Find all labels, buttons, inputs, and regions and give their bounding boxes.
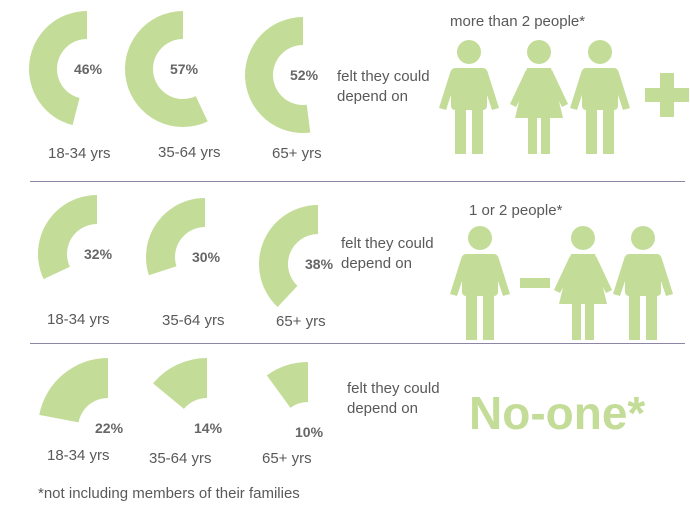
donut-segment-row2-1 — [37, 195, 97, 280]
age-label-row1-18-34: 18-34 yrs — [48, 145, 111, 162]
donut-segment-row3-3 — [266, 362, 308, 408]
man-icon — [439, 40, 499, 154]
pct-label-row1-2: 57% — [170, 61, 199, 77]
age-label-row1-35-64: 35-64 yrs — [158, 144, 221, 161]
woman-icon — [510, 40, 568, 154]
depend-text-row2: felt they could depend on — [341, 235, 434, 272]
man-icon — [450, 226, 510, 340]
pct-label-row1-1: 46% — [74, 61, 103, 77]
donut-segment-row3-2 — [153, 358, 207, 409]
donut-segment-row3-1 — [39, 358, 108, 423]
depend-text-row1: felt they could depend on — [337, 68, 430, 105]
pct-label-row3-3: 10% — [295, 424, 324, 440]
age-label-row3-65plus: 65+ yrs — [262, 450, 312, 467]
donut-segment-row1-1 — [28, 11, 88, 126]
pct-label-row1-3: 52% — [290, 67, 319, 83]
group-title-1-or-2: 1 or 2 people* — [469, 202, 563, 219]
donut-segment-row1-2 — [125, 11, 208, 127]
donut-segment-row2-2 — [145, 198, 205, 276]
row-divider-1 — [30, 181, 685, 182]
age-label-row2-65plus: 65+ yrs — [276, 313, 326, 330]
pct-label-row3-2: 14% — [194, 420, 223, 436]
group-title-more-than-2: more than 2 people* — [450, 13, 586, 30]
woman-icon — [554, 226, 612, 340]
depend-text-row3: felt they could depend on — [347, 380, 440, 417]
row-divider-2 — [30, 343, 685, 344]
donut-segment-row1-3 — [244, 17, 311, 134]
footnote: *not including members of their families — [38, 485, 300, 502]
dash-icon — [520, 278, 550, 288]
no-one-label: No-one* — [469, 387, 646, 439]
man-icon — [613, 226, 673, 340]
plus-icon — [660, 73, 674, 117]
age-label-row2-35-64: 35-64 yrs — [162, 312, 225, 329]
man-icon — [570, 40, 630, 154]
age-label-row1-65plus: 65+ yrs — [272, 145, 322, 162]
age-label-row3-35-64: 35-64 yrs — [149, 450, 212, 467]
age-label-row3-18-34: 18-34 yrs — [47, 447, 110, 464]
pct-label-row2-2: 30% — [192, 249, 221, 265]
pct-label-row3-1: 22% — [95, 420, 124, 436]
pct-label-row2-1: 32% — [84, 246, 113, 262]
donut-segment-row2-3 — [258, 205, 318, 308]
pct-label-row2-3: 38% — [305, 256, 334, 272]
age-label-row2-18-34: 18-34 yrs — [47, 311, 110, 328]
